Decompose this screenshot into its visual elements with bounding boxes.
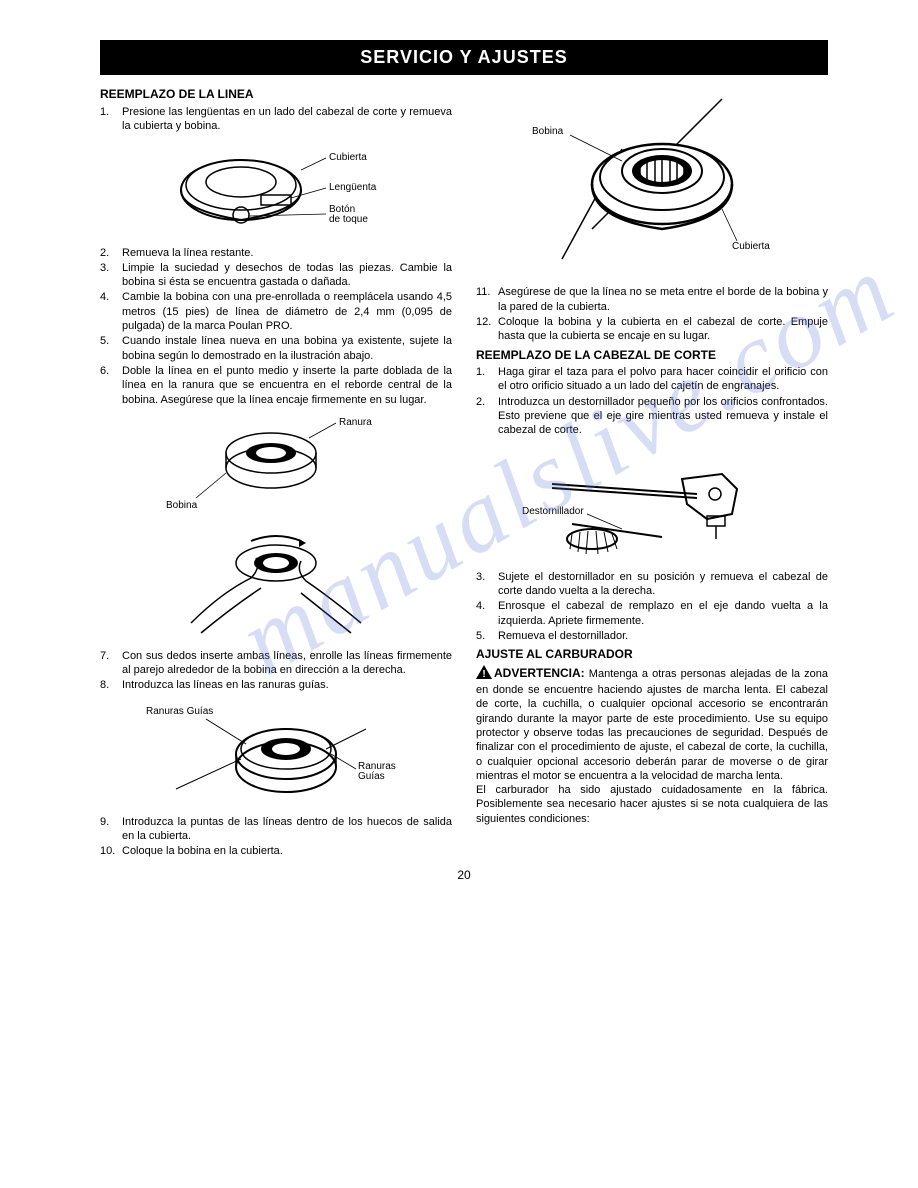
item-num: 8. <box>100 678 122 692</box>
list-item: 12.Coloque la bobina y la cubierta en el… <box>476 315 828 344</box>
list-b: 2.Remueva la línea restante. 3.Limpie la… <box>100 246 452 407</box>
item-num: 12. <box>476 315 498 344</box>
figure-cubierta: Cubierta Lengüenta Botón de toque <box>100 140 452 240</box>
item-num: 5. <box>476 629 498 643</box>
list-item: 8.Introduzca las líneas en las ranuras g… <box>100 678 452 692</box>
item-num: 2. <box>476 395 498 438</box>
item-num: 5. <box>100 334 122 363</box>
fig-label-lenguenta: Lengüenta <box>329 182 377 193</box>
item-text: Cuando instale línea nueva en una bobina… <box>122 334 452 363</box>
item-num: 7. <box>100 649 122 678</box>
list-item: 2.Introduzca un destornillador pequeño p… <box>476 395 828 438</box>
section-title-carburador: AJUSTE AL CARBURADOR <box>476 647 828 663</box>
item-num: 6. <box>100 364 122 407</box>
item-text: Coloque la bobina y la cubierta en el ca… <box>498 315 828 344</box>
item-text: Enrosque el cabezal de remplazo en el ej… <box>498 599 828 628</box>
list-rc: 3.Sujete el destornillador en su posició… <box>476 570 828 643</box>
figure-bobina-cubierta: Bobina Cubierta <box>476 89 828 279</box>
list-item: 5.Cuando instale línea nueva en una bobi… <box>100 334 452 363</box>
list-item: 6.Doble la línea en el punto medio y ins… <box>100 364 452 407</box>
item-text: Introduzca la puntas de las líneas dentr… <box>122 815 452 844</box>
item-text: Cambie la bobina con una pre-enrollada o… <box>122 290 452 333</box>
list-item: 4.Enrosque el cabezal de remplazo en el … <box>476 599 828 628</box>
warning-block: ! ADVERTENCIA: Mantenga a otras personas… <box>476 665 828 783</box>
item-text: Haga girar el taza para el polvo para ha… <box>498 365 828 394</box>
item-num: 9. <box>100 815 122 844</box>
item-num: 3. <box>100 261 122 290</box>
right-column: Bobina Cubierta 11.Asegúrese de que la l… <box>476 83 828 859</box>
content-columns: REEMPLAZO DE LA LINEA 1.Presione las len… <box>100 83 828 859</box>
item-text: Con sus dedos inserte ambas líneas, enro… <box>122 649 452 678</box>
list-item: 2.Remueva la línea restante. <box>100 246 452 260</box>
svg-text:Guías: Guías <box>358 771 385 782</box>
item-text: Limpie la suciedad y desechos de todas l… <box>122 261 452 290</box>
figure-ranuras-guias: Ranuras Guías Ranuras Guías <box>100 699 452 809</box>
item-text: Coloque la bobina en la cubierta. <box>122 844 452 858</box>
list-rb: 1.Haga girar el taza para el polvo para … <box>476 365 828 437</box>
fig-label-ranuras-l: Ranuras Guías <box>146 706 213 717</box>
fig-label-bobina: Bobina <box>166 500 198 511</box>
list-item: 5.Remueva el destornillador. <box>476 629 828 643</box>
list-c: 7.Con sus dedos inserte ambas líneas, en… <box>100 649 452 693</box>
warning-body: Mantenga a otras personas alejadas de la… <box>476 668 828 782</box>
list-d: 9.Introduzca la puntas de las líneas den… <box>100 815 452 859</box>
list-item: 1.Haga girar el taza para el polvo para … <box>476 365 828 394</box>
figure-destornillador: Destornillador <box>476 444 828 564</box>
page-number: 20 <box>100 868 828 884</box>
item-num: 1. <box>476 365 498 394</box>
item-text: Doble la línea en el punto medio y inser… <box>122 364 452 407</box>
item-num: 3. <box>476 570 498 599</box>
warning-label: ADVERTENCIA: <box>494 666 585 680</box>
item-num: 4. <box>476 599 498 628</box>
item-text: Asegúrese de que la línea no se meta ent… <box>498 285 828 314</box>
item-num: 2. <box>100 246 122 260</box>
fig-label-ranura: Ranura <box>339 417 372 428</box>
list-item: 1.Presione las lengüentas en un lado del… <box>100 105 452 134</box>
item-text: Introduzca las líneas en las ranuras guí… <box>122 678 452 692</box>
item-text: Remueva la línea restante. <box>122 246 452 260</box>
item-text: Introduzca un destornillador pequeño por… <box>498 395 828 438</box>
carb-text: El carburador ha sido ajustado cuidadosa… <box>476 783 828 826</box>
item-num: 10. <box>100 844 122 858</box>
item-num: 1. <box>100 105 122 134</box>
section-title-reemplazo-linea: REEMPLAZO DE LA LINEA <box>100 87 452 103</box>
fig-label-cubierta-r: Cubierta <box>732 241 770 252</box>
figure-bobina-ranura: Ranura Bobina <box>100 413 452 643</box>
item-text: Presione las lengüentas en un lado del c… <box>122 105 452 134</box>
list-item: 11.Asegúrese de que la línea no se meta … <box>476 285 828 314</box>
svg-text:!: ! <box>482 669 485 679</box>
fig-label-cubierta: Cubierta <box>329 152 367 163</box>
item-text: Sujete el destornillador en su posición … <box>498 570 828 599</box>
fig-label-destornillador: Destornillador <box>522 506 584 517</box>
list-item: 7.Con sus dedos inserte ambas líneas, en… <box>100 649 452 678</box>
svg-text:de toque: de toque <box>329 214 368 225</box>
item-text: Remueva el destornillador. <box>498 629 828 643</box>
section-header: SERVICIO Y AJUSTES <box>100 40 828 75</box>
list-item: 3.Limpie la suciedad y desechos de todas… <box>100 261 452 290</box>
left-column: REEMPLAZO DE LA LINEA 1.Presione las len… <box>100 83 452 859</box>
item-num: 4. <box>100 290 122 333</box>
section-title-cabezal: REEMPLAZO DE LA CABEZAL DE CORTE <box>476 348 828 364</box>
list-item: 3.Sujete el destornillador en su posició… <box>476 570 828 599</box>
warning-icon: ! <box>476 665 492 683</box>
fig-label-bobina-r: Bobina <box>532 126 564 137</box>
list-item: 10.Coloque la bobina en la cubierta. <box>100 844 452 858</box>
list-ra: 11.Asegúrese de que la línea no se meta … <box>476 285 828 343</box>
list-item: 9.Introduzca la puntas de las líneas den… <box>100 815 452 844</box>
list-item: 4.Cambie la bobina con una pre-enrollada… <box>100 290 452 333</box>
list-a: 1.Presione las lengüentas en un lado del… <box>100 105 452 134</box>
item-num: 11. <box>476 285 498 314</box>
